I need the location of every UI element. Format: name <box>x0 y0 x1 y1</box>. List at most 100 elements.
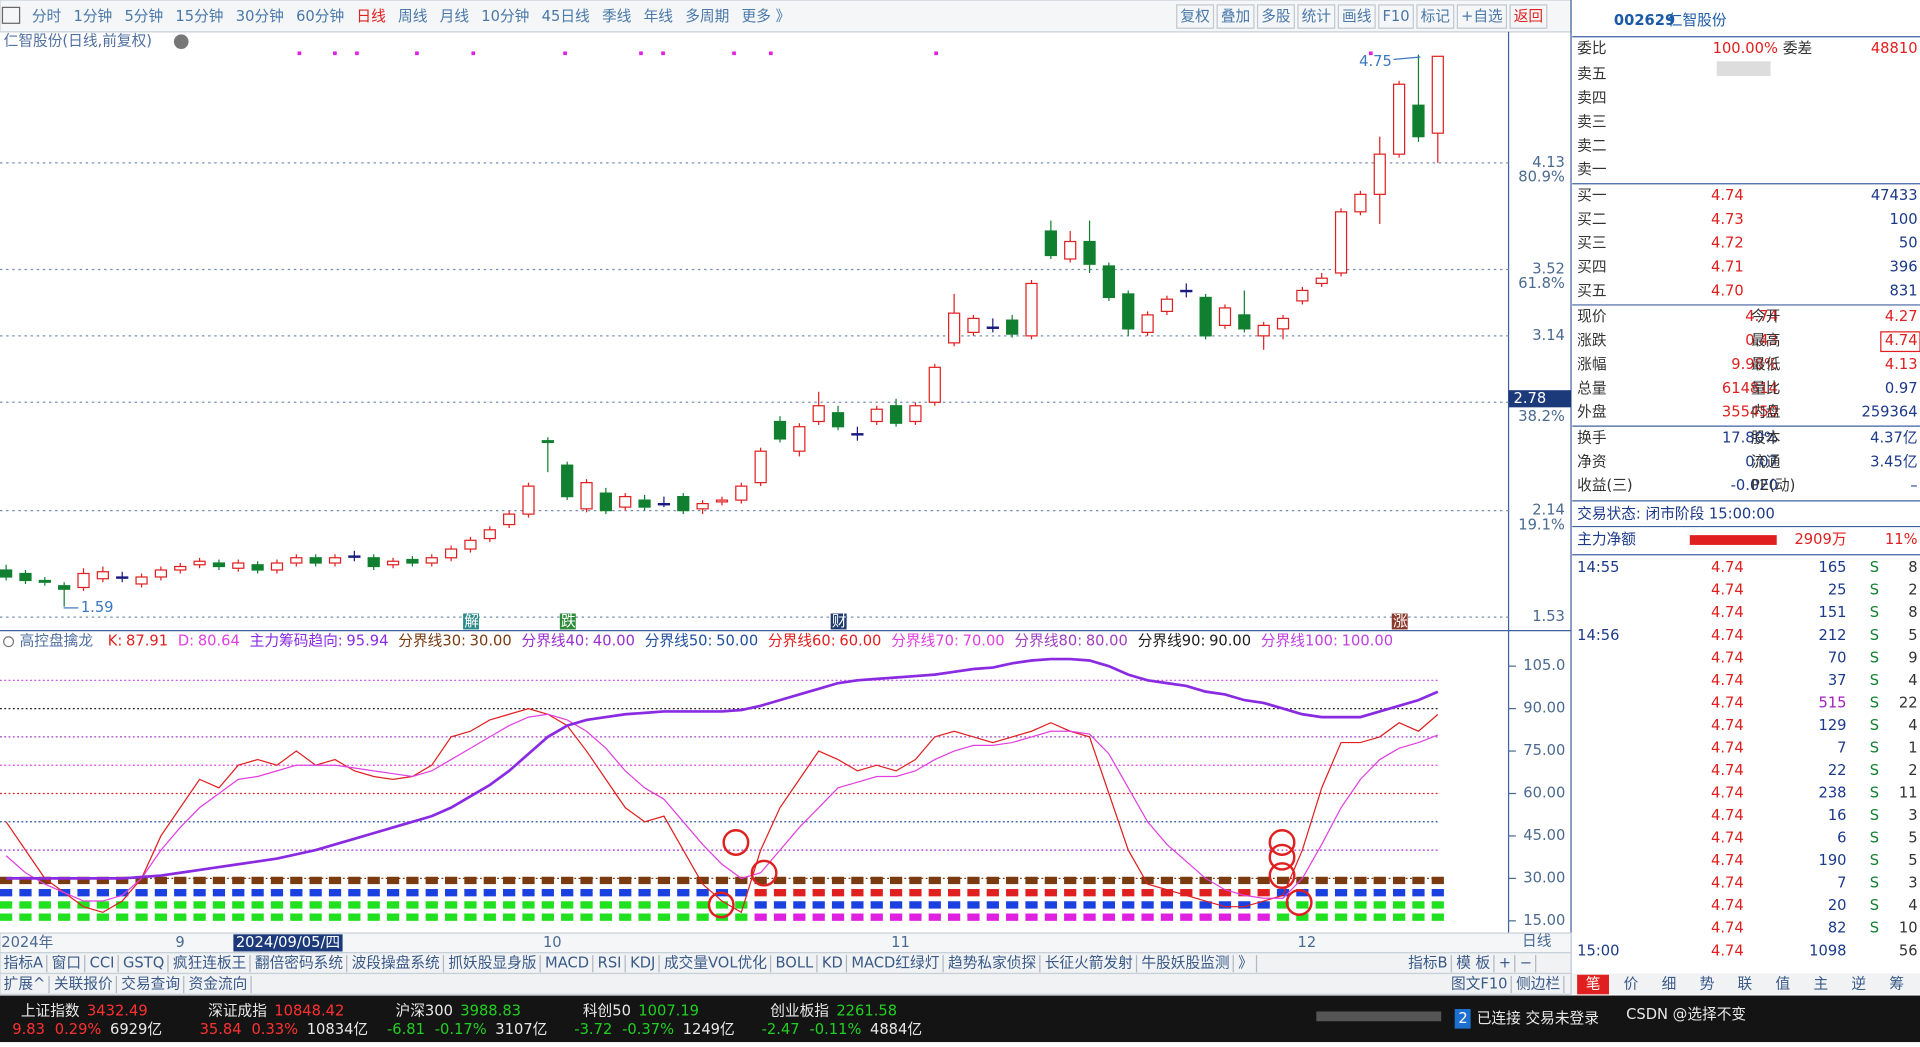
legend-value: 60.00 <box>839 633 881 650</box>
tab[interactable]: 扩展^ <box>4 976 46 993</box>
tab[interactable]: 抓妖股显身版 <box>448 955 536 972</box>
tab[interactable]: 翻倍密码系统 <box>255 955 343 972</box>
period-tab[interactable]: 60分钟 <box>296 8 344 25</box>
period-tab[interactable]: 分时 <box>32 8 62 25</box>
signal-cell <box>483 913 496 921</box>
tool-border <box>1456 4 1508 29</box>
side-tab[interactable]: 笔 <box>1586 976 1601 993</box>
tick-price: 4.74 <box>1711 785 1744 802</box>
tab[interactable]: 指标B <box>1408 955 1447 972</box>
tab[interactable]: − <box>1520 955 1532 972</box>
tab[interactable]: 侧边栏 <box>1516 976 1560 993</box>
signal-cell <box>19 901 32 909</box>
tab-active <box>1577 974 1609 995</box>
signal-cell <box>1354 901 1367 909</box>
tick-price: 4.74 <box>1711 852 1744 869</box>
tab[interactable]: KD <box>822 955 843 972</box>
signal-cell <box>870 901 883 909</box>
tab[interactable]: 成交量VOL优化 <box>664 954 767 972</box>
tab[interactable]: + <box>1499 955 1511 972</box>
side-tab[interactable]: 势 <box>1700 976 1715 993</box>
signal-cell <box>1006 889 1019 897</box>
event-label: 财 <box>832 613 847 630</box>
period-tab[interactable]: 季线 <box>602 8 632 25</box>
buy-volume: 47433 <box>1871 187 1918 204</box>
legend-value: 90.00 <box>1209 633 1251 650</box>
period-tab[interactable]: 10分钟 <box>481 8 529 25</box>
side-tab[interactable]: 主 <box>1813 976 1828 993</box>
period-tab[interactable]: 30分钟 <box>236 8 284 25</box>
tab[interactable]: 波段操盘系统 <box>352 954 440 972</box>
index-change: -2.47 <box>762 1021 800 1038</box>
tick-price: 4.74 <box>1711 920 1744 937</box>
side-tab[interactable]: 细 <box>1662 976 1677 993</box>
period-tab[interactable]: 更多 》 <box>742 8 791 25</box>
period-tab[interactable]: 1分钟 <box>73 8 112 25</box>
tab[interactable]: 趋势私家侦探 <box>948 955 1036 972</box>
period-tab[interactable]: 15分钟 <box>175 8 223 25</box>
menu-icon[interactable] <box>1 6 21 24</box>
side-tab[interactable]: 筹 <box>1889 976 1904 993</box>
tab[interactable]: 牛股妖股监测 <box>1141 955 1229 972</box>
tick-volume: 20 <box>1828 897 1847 914</box>
candle-body <box>1276 317 1290 330</box>
signal-cell <box>986 876 999 885</box>
legend-value: 70.00 <box>963 633 1005 650</box>
tab[interactable]: 窗口 <box>52 954 81 972</box>
signal-cell <box>909 876 922 885</box>
period-tab[interactable]: 日线 <box>356 8 386 25</box>
tick-volume: 190 <box>1818 852 1846 869</box>
side-tab[interactable]: 逆 <box>1851 976 1866 993</box>
period-tab[interactable]: 年线 <box>644 8 674 25</box>
tick-price: 4.74 <box>1711 604 1744 621</box>
chart-title: 仁智股份(日线,前复权) <box>4 32 152 50</box>
tab[interactable]: MACD <box>545 955 589 972</box>
period-tab[interactable]: 多周期 <box>685 8 729 25</box>
tick-price: 4.74 <box>1711 694 1744 711</box>
candle-body <box>735 485 748 501</box>
candle-body <box>290 557 303 564</box>
tool-button[interactable]: +自选 <box>1461 8 1503 25</box>
tool-button[interactable]: 返回 <box>1514 8 1543 25</box>
tab[interactable]: MACD红绿灯 <box>851 955 939 972</box>
signal-cell <box>1257 876 1270 885</box>
period-tab[interactable]: 周线 <box>398 8 428 25</box>
tab[interactable]: KDJ <box>630 955 655 972</box>
tab[interactable]: 疯狂连板王 <box>173 954 246 972</box>
tab[interactable]: 长征火箭发射 <box>1045 954 1133 972</box>
period-tab[interactable]: 45日线 <box>542 8 590 25</box>
tool-button[interactable]: 叠加 <box>1221 8 1250 25</box>
tab[interactable]: 资金流向 <box>189 976 248 993</box>
tool-button[interactable]: 复权 <box>1180 7 1210 25</box>
tab[interactable]: 关联报价 <box>54 976 113 993</box>
tab[interactable]: 模 板 <box>1456 954 1490 972</box>
tool-button[interactable]: 画线 <box>1342 8 1372 25</box>
signal-cell <box>348 889 361 897</box>
signal-cell <box>967 889 980 897</box>
tab[interactable]: BOLL <box>775 955 814 972</box>
tab[interactable]: 交易查询 <box>121 975 180 993</box>
stat-label: 内盘 <box>1751 403 1781 421</box>
tool-button[interactable]: 统计 <box>1302 8 1332 25</box>
tab[interactable]: 》 <box>1238 955 1253 972</box>
tab[interactable]: 指标A <box>4 955 43 972</box>
tool-button[interactable]: F10 <box>1382 8 1409 25</box>
signal-cell <box>812 889 825 897</box>
tool-button[interactable]: 标记 <box>1421 8 1451 25</box>
signal-cell <box>1392 876 1406 885</box>
tool-button[interactable]: 多股 <box>1261 8 1291 25</box>
side-tab[interactable]: 值 <box>1776 976 1791 993</box>
tab[interactable]: CCI <box>90 955 115 972</box>
period-tab[interactable]: 5分钟 <box>124 8 163 25</box>
tab[interactable]: RSI <box>598 955 622 972</box>
period-tab[interactable]: 月线 <box>440 8 470 25</box>
signal-cell <box>1044 913 1057 921</box>
tab[interactable]: 图文F10 <box>1451 976 1508 993</box>
tick-side: S <box>1870 649 1879 666</box>
side-tab[interactable]: 价 <box>1624 976 1639 993</box>
side-tab[interactable]: 联 <box>1738 976 1753 993</box>
signal-cell <box>367 901 380 909</box>
candle-body <box>889 405 903 424</box>
signal-cell <box>1141 913 1154 921</box>
tab[interactable]: GSTQ <box>123 955 164 972</box>
